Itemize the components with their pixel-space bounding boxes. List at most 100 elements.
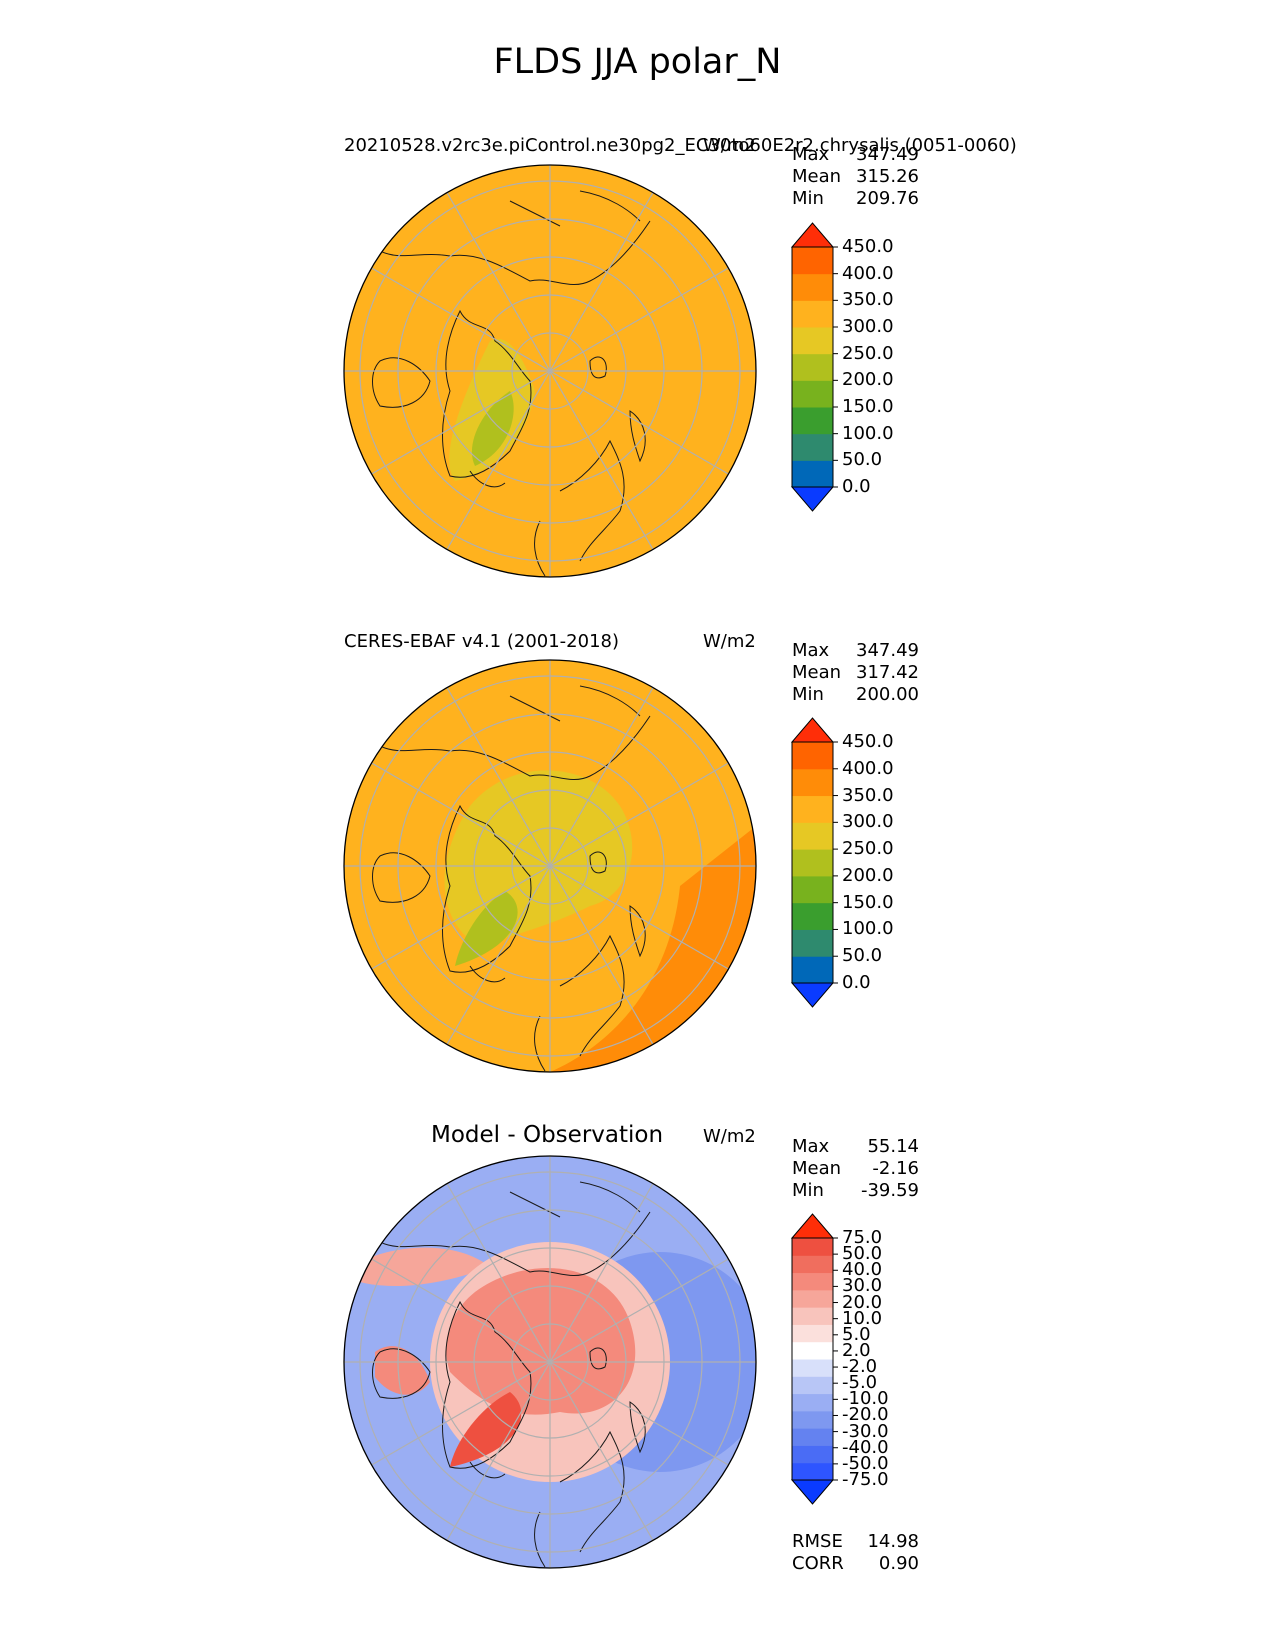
panel-2-colorbar-tick-label: 400.0 — [842, 757, 894, 779]
panel-3-meridian-300 — [371, 1258, 551, 1363]
panel-2-colorbar-segment-4 — [792, 875, 833, 904]
panel-3-colorbar-segment-3 — [792, 1428, 833, 1446]
panel-2-meridian-330 — [446, 687, 551, 867]
panel-3-stat-min-value: -39.59 — [860, 1180, 919, 1201]
panel-2-colorbar-tick-label: 200.0 — [842, 864, 894, 886]
panel-1-colorbar-frame — [791, 246, 834, 488]
panel-2-colorbar-segment-8 — [792, 768, 833, 797]
panel-1-meridian-330 — [446, 192, 551, 372]
panel-1-colorbar-segment-4 — [792, 380, 833, 408]
panel-3-colorbar-tick-label: -30.0 — [842, 1420, 889, 1442]
panel-3-coastline-6 — [629, 1401, 646, 1454]
panel-2-colorbar-tick-label: 0.0 — [842, 972, 871, 993]
panel-3-colorbar-extend-max — [790, 1213, 835, 1239]
panel-3-colorbar-segment-4 — [792, 1410, 833, 1429]
panel-3-colorbar-tick-label: -2.0 — [842, 1356, 878, 1378]
panel-1-colorbar-segment-8 — [792, 273, 833, 301]
panel-3-meridian-210 — [446, 1361, 551, 1541]
panel-1-colorbar-segment-1 — [792, 460, 833, 488]
panel-3-colorbar-tick-label: -20.0 — [842, 1404, 889, 1426]
panel-3-colorbar-tick-label: 10.0 — [842, 1307, 883, 1329]
panel-3-meridian-120 — [549, 1361, 729, 1466]
panel-3-meridian-60 — [549, 1258, 729, 1363]
panel-2-colorbar-tick-label: 150.0 — [842, 891, 894, 913]
panel-3-coastline-1 — [442, 1300, 532, 1469]
panel-3-coastline-8 — [469, 1461, 506, 1479]
panel-2-meridian-240 — [371, 865, 551, 970]
panel-2-coastline-2 — [372, 852, 431, 903]
panel-3-colorbar-segment-7 — [792, 1359, 833, 1377]
panel-2-stat-mean-label: Mean — [792, 662, 842, 683]
panel-3-stat-min-label: Min — [792, 1180, 824, 1201]
panel-1-field-greenland-inner — [471, 391, 514, 466]
panel-2-stat-min-value: 200.00 — [856, 684, 919, 705]
panel-3-field-warm-west — [360, 1247, 490, 1287]
panel-3-colorbar-segment-11 — [792, 1289, 833, 1308]
panel-1-stat-min-value: 209.76 — [856, 188, 919, 209]
panel-2-colorbar-tick-label: 250.0 — [842, 838, 894, 860]
panel-2-meridian-300 — [371, 762, 551, 867]
panel-2-colorbar-tick-label: 450.0 — [842, 731, 894, 752]
panel-3-map-border — [343, 1155, 757, 1569]
panel-3-stat-max-value: 55.14 — [867, 1136, 919, 1157]
panel-2-colorbar-segment-7 — [792, 795, 833, 823]
panel-1-colorbar-segment-6 — [792, 327, 833, 355]
panel-1-colorbar-tick-label: 50.0 — [842, 449, 883, 471]
panel-1-colorbar-extend-min — [790, 486, 835, 512]
panel-1-map-field — [344, 165, 756, 577]
panel-3-colorbar-extend-min — [790, 1479, 835, 1505]
panel-2-title: CERES-EBAF v4.1 (2001-2018) — [344, 631, 620, 652]
panel-1-colorbar-tick-label: 250.0 — [842, 342, 894, 364]
panel-2-colorbar-segment-9 — [792, 742, 833, 770]
panel-3-coastline-5 — [534, 1430, 625, 1568]
panel-1-colorbar-segment-7 — [792, 300, 833, 328]
panel-3-colorbar-segment-1 — [792, 1462, 833, 1481]
panel-1-coastline-2 — [372, 357, 431, 408]
panel-2-colorbar-tick-label: 300.0 — [842, 811, 894, 833]
panel-3-colorbar-segment-6 — [792, 1376, 833, 1395]
panel-2-coastline-6 — [629, 905, 646, 958]
panel-1-colorbar-tick-label: 300.0 — [842, 316, 894, 337]
panel-1-colorbar-segment-2 — [792, 433, 833, 461]
panel-3-field-greenland-positive — [450, 1392, 522, 1467]
panel-3-colorbar-segment-12 — [792, 1272, 833, 1291]
panel-3-rmse-label: RMSE — [792, 1531, 843, 1552]
panel-2-meridian-60 — [549, 762, 729, 867]
panel-1-coastline-5 — [534, 439, 625, 577]
panel-1-title: 20210528.v2rc3e.piControl.ne30pg2_EC30to… — [344, 135, 1017, 156]
panel-1-meridian-210 — [446, 370, 551, 550]
panel-3-colorbar-tick-label: 2.0 — [842, 1339, 871, 1361]
panel-3-colorbar — [790, 1213, 838, 1505]
panel-2-meridian-210 — [446, 865, 551, 1045]
panel-2-stat-min-label: Min — [792, 684, 824, 705]
panel-3-colorbar-segment-13 — [792, 1255, 833, 1274]
panel-1-units: W/m2 — [703, 135, 756, 156]
panel-1-meridian-300 — [371, 267, 551, 372]
panel-1-stat-max-value: 347.49 — [856, 144, 919, 165]
panel-1-meridian-120 — [549, 370, 729, 475]
panel-3-colorbar-tick-label: 75.0 — [842, 1227, 883, 1248]
panel-2-stat-mean-value: 317.42 — [856, 662, 919, 683]
panel-3-colorbar-segment-14 — [792, 1238, 833, 1256]
panel-3-map-field — [344, 1156, 756, 1568]
panel-2-colorbar-segment-5 — [792, 849, 833, 877]
panel-3-colorbar-tick-label: 30.0 — [842, 1275, 883, 1297]
panel-3-stat-max-label: Max — [792, 1136, 830, 1157]
panel-2-colorbar-tick-label: 350.0 — [842, 784, 894, 806]
panel-1-colorbar-tick-label: 450.0 — [842, 236, 894, 257]
panel-1-colorbar-tick-label: 0.0 — [842, 476, 871, 497]
panel-3-colorbar-tick-label: 5.0 — [842, 1323, 871, 1345]
panel-3-colorbar-tick-label: 40.0 — [842, 1259, 883, 1281]
panel-1-stat-mean-value: 315.26 — [856, 166, 919, 187]
panel-2-units: W/m2 — [703, 631, 756, 652]
panel-3-colorbar-tick-label: -40.0 — [842, 1436, 889, 1458]
panel-1-stat-mean-label: Mean — [792, 166, 842, 187]
panel-2-stat-max-value: 347.49 — [856, 640, 919, 661]
panel-2-meridian-30 — [549, 687, 654, 867]
panel-1-coastline-7 — [509, 190, 641, 227]
panel-3-field-arctic-positive — [446, 1268, 636, 1415]
panel-3-units: W/m2 — [703, 1126, 756, 1147]
panel-1-coastline-1 — [442, 309, 532, 478]
panel-3-rmse-value: 14.98 — [867, 1531, 919, 1552]
